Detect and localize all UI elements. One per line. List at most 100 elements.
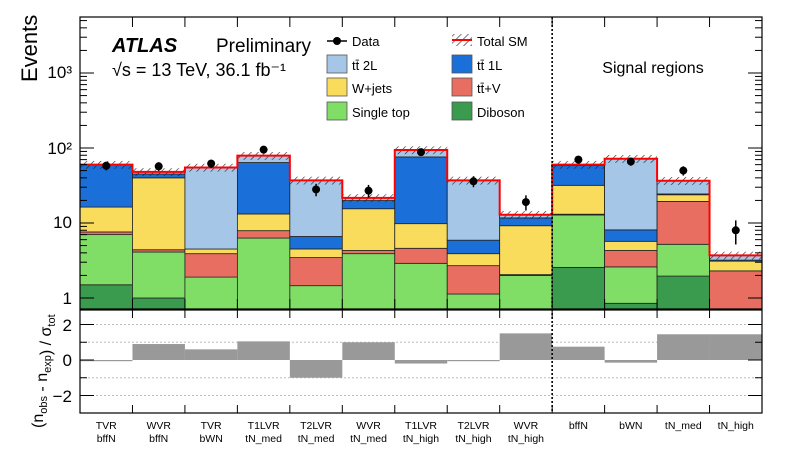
ratio-bar <box>342 342 395 360</box>
bar-single-top <box>656 243 710 277</box>
bar-tt-v <box>341 250 396 255</box>
bar-single-top <box>184 276 238 309</box>
legend-label: tt̄ 2L <box>352 58 377 73</box>
bar-single-top <box>80 234 133 286</box>
legend-swatch <box>451 54 473 74</box>
legend-label: W+jets <box>352 81 393 96</box>
x-tick-label: WVR <box>514 420 539 432</box>
data-point <box>469 177 478 186</box>
bar-single-top <box>499 275 553 309</box>
ratio-tick-label: −2 <box>53 387 72 406</box>
y-axis-label: Events <box>17 15 42 82</box>
legend-swatch <box>326 101 348 121</box>
legend-label: Data <box>352 34 380 49</box>
legend: Data Total SM tt̄ 2L tt̄ 1L W+jets tt̄+V Singl… <box>326 34 528 121</box>
bar-tt-v <box>184 253 238 278</box>
legend-entry: W+jets <box>326 77 393 97</box>
legend-swatch <box>451 101 473 121</box>
bar-single-top <box>341 253 396 309</box>
ratio-label-part: tot <box>46 314 58 326</box>
bar-single-top <box>446 293 501 309</box>
energy-lumi-label: √s = 13 TeV, 36.1 fb⁻¹ <box>112 60 286 80</box>
data-point <box>417 148 425 157</box>
bar-w-jets <box>132 177 186 251</box>
bar-tt-v <box>80 231 133 236</box>
bar-single-top <box>132 251 186 299</box>
legend-swatch <box>326 54 348 74</box>
legend-label: Single top <box>352 105 410 120</box>
bar-tt-1l <box>604 229 658 242</box>
data-point <box>364 186 373 195</box>
ratio-bar <box>709 334 762 360</box>
stacked-bars <box>80 146 762 309</box>
ratio-bar <box>237 341 290 360</box>
bar-w-jets <box>341 208 396 251</box>
x-tick-label: TVR <box>201 420 222 432</box>
data-point <box>731 226 740 235</box>
ratio-axis-label: (nobs - nexp) / σtot <box>30 314 58 428</box>
x-tick-label: tN_high <box>508 433 544 445</box>
legend-data-marker <box>333 37 341 45</box>
x-tick-label: tN_high <box>455 433 491 445</box>
ratio-bar <box>394 360 448 364</box>
legend-swatch <box>326 77 348 97</box>
bar-w-jets <box>709 260 762 272</box>
data-point <box>102 161 111 170</box>
x-tick-label: tN_med <box>298 433 335 445</box>
ratio-bar <box>80 360 133 362</box>
ratio-label-part: exp <box>42 355 54 373</box>
status-label: Preliminary <box>216 36 312 57</box>
data-point <box>574 155 583 164</box>
legend-entry: Total SM <box>452 34 528 49</box>
bar-tt-1l <box>394 156 448 225</box>
ratio-bar <box>499 333 553 360</box>
ratio-label-part: - n <box>34 373 51 396</box>
data-point <box>312 185 321 194</box>
x-tick-label: bWN <box>619 420 642 432</box>
ratio-bar <box>447 360 500 362</box>
data-point <box>679 166 688 175</box>
data-point <box>259 145 268 154</box>
x-tick-labels: TVRbffNWVRbffNTVRbWNT1LVRtN_medT2LVRtN_m… <box>96 420 754 445</box>
bar-tt-2l <box>446 179 501 241</box>
legend-entry: Diboson <box>451 101 525 121</box>
bar-w-jets <box>394 223 448 249</box>
bar-single-top <box>551 214 606 268</box>
bar-single-top <box>236 237 291 309</box>
bar-tt-v <box>236 230 291 239</box>
x-tick-label: tN_med <box>350 433 387 445</box>
y-tick-label: 1 <box>63 289 72 308</box>
legend-label: tt̄+V <box>477 81 501 96</box>
bar-single-top <box>394 262 448 309</box>
bar-tt-2l <box>604 158 658 231</box>
x-tick-label: tN_med <box>665 420 702 432</box>
x-tick-label: WVR <box>356 420 381 432</box>
bar-tt-1l <box>236 162 291 215</box>
legend-label: tt̄ 1L <box>477 58 502 73</box>
signal-regions-label: Signal regions <box>602 60 703 77</box>
main-frame <box>79 16 763 310</box>
axes <box>79 16 763 414</box>
ratio-gridlines <box>80 324 762 396</box>
x-tick-label: bffN <box>569 420 588 432</box>
bar-tt-v <box>394 247 448 264</box>
bar-w-jets <box>80 206 133 233</box>
y-tick-label: 10³ <box>47 63 72 82</box>
legend-label: Diboson <box>477 105 525 120</box>
bar-tt-v <box>289 257 343 287</box>
legend-swatch <box>451 77 473 97</box>
ratio-label-part: obs <box>38 396 50 414</box>
ratio-bar <box>657 334 710 360</box>
bar-w-jets <box>551 184 606 215</box>
legend-entry: Single top <box>326 101 410 121</box>
bar-w-jets <box>446 253 501 267</box>
x-tick-label: T2LVR <box>458 420 490 432</box>
atlas-label: ATLAS <box>111 35 178 57</box>
bar-tt-v <box>446 265 501 295</box>
ratio-bar <box>289 360 343 378</box>
legend-label: Total SM <box>477 34 528 49</box>
bar-tt-1l <box>446 239 501 255</box>
data-point <box>154 162 163 171</box>
legend-entry: Data <box>327 34 380 49</box>
